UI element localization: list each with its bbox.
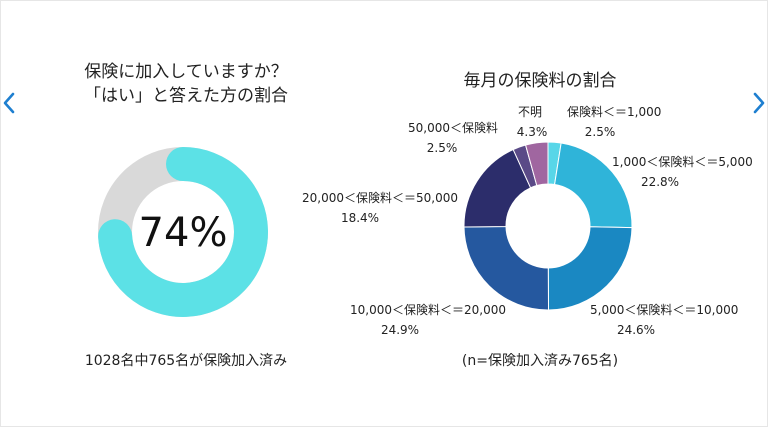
donut-fill-arc — [98, 147, 268, 317]
prev-slide-button[interactable] — [0, 88, 18, 118]
pie-slice — [463, 226, 550, 311]
slice-value-label: 4.3% — [517, 125, 548, 139]
slice-value-label: 22.8% — [641, 175, 679, 189]
slice-value-label: 18.4% — [341, 211, 379, 225]
slice-value-label: 2.5% — [427, 141, 458, 155]
left-chart-title-line1: 保険に加入していますか？ — [84, 62, 288, 82]
pie-slice — [524, 141, 549, 187]
donut-percent-label: 74% — [139, 210, 228, 256]
slice-value-label: 2.5% — [585, 125, 616, 139]
premium-share-donut: 保険料＜＝1,000 2.5% 1,000＜保険料＜＝5,000 22.8% 5,000… — [302, 105, 753, 337]
slice-label: 保険料＜＝1,000 — [567, 105, 661, 119]
pie-slice — [547, 226, 633, 311]
right-chart-title: 毎月の保険料の割合 — [463, 71, 617, 91]
chevron-right-icon — [753, 92, 765, 114]
slice-label: 1,000＜保険料＜＝5,000 — [612, 155, 753, 169]
slice-label: 5,000＜保険料＜＝10,000 — [590, 303, 738, 317]
slice-value-label: 24.6% — [617, 323, 655, 337]
slice-value-label: 24.9% — [381, 323, 419, 337]
slice-label: 不明 — [518, 105, 542, 119]
insurance-rate-donut: 74% — [98, 147, 268, 317]
slice-label: 50,000＜保険料 — [408, 121, 498, 135]
chevron-left-icon — [3, 92, 15, 114]
left-chart-title-line2: 「はい」と答えた方の割合 — [84, 86, 288, 106]
right-chart-caption: (n=保険加入済み765名) — [461, 353, 619, 369]
slice-label: 10,000＜保険料＜＝20,000 — [350, 303, 506, 317]
slice-label: 20,000＜保険料＜＝50,000 — [302, 191, 458, 205]
left-chart-caption: 1028名中765名が保険加入済み — [84, 353, 288, 369]
next-slide-button[interactable] — [750, 88, 768, 118]
